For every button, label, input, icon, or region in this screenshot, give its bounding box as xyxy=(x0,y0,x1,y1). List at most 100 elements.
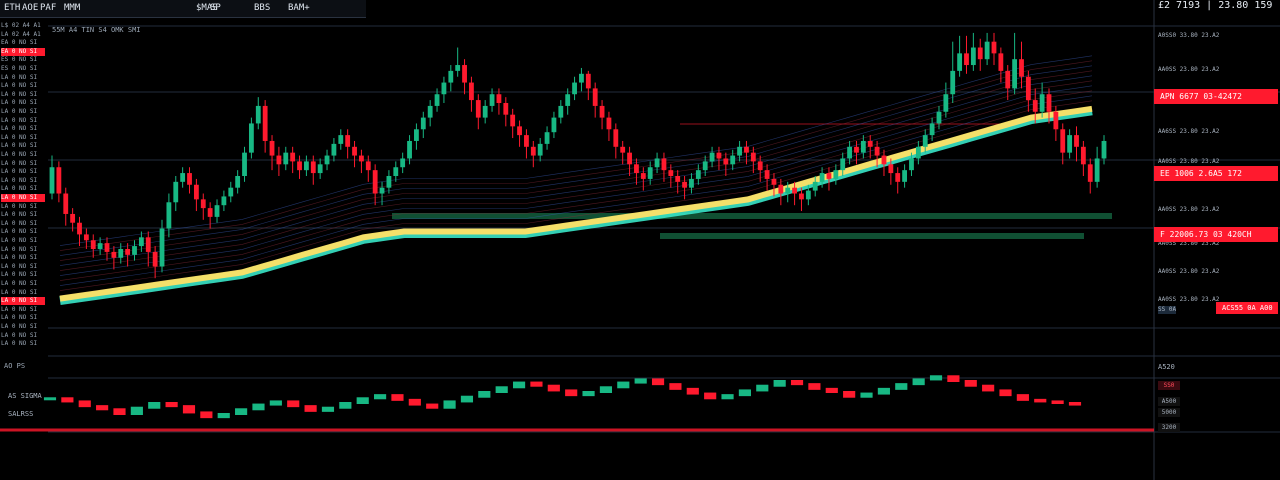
watchlist-row[interactable]: LA 0 NO SI xyxy=(1,82,38,90)
watchlist-row[interactable]: LA 0 NO SI xyxy=(1,125,38,133)
candle xyxy=(262,105,268,141)
toolbar-item[interactable]: SP xyxy=(210,3,221,13)
candle xyxy=(469,82,474,101)
candle xyxy=(854,146,859,153)
candle xyxy=(936,111,942,124)
watchlist-row[interactable]: LA 0 NO SI xyxy=(1,280,38,287)
toolbar-item[interactable]: ETH xyxy=(4,3,21,13)
candle xyxy=(56,167,62,194)
price-axis-label: AA0SS 23.80 23.A2 xyxy=(1158,296,1220,303)
candle xyxy=(805,190,811,200)
watchlist-row[interactable]: LA 0 NO SI xyxy=(1,305,38,313)
watchlist-row[interactable]: LA 0 NO SI xyxy=(1,194,45,202)
candle xyxy=(682,181,687,188)
candle xyxy=(414,129,419,141)
candle xyxy=(874,146,880,156)
watchlist-row[interactable]: LA 0 NO SI xyxy=(1,168,38,176)
watchlist-row[interactable]: LA 0 NO SI xyxy=(1,237,38,244)
watchlist-row[interactable]: LA 02 A4 A1 xyxy=(1,30,41,38)
toolbar-item[interactable]: PAF xyxy=(40,3,57,13)
candle xyxy=(970,47,976,66)
axis-small-tag: SS 0A xyxy=(1158,306,1177,314)
candle xyxy=(524,135,529,147)
watchlist-row[interactable]: LA 0 NO SI xyxy=(1,90,38,98)
price-tag: F 22006.73 03 420CH xyxy=(1154,227,1278,242)
subpanel-bar xyxy=(443,400,456,409)
watchlist-row[interactable]: LA 0 NO SI xyxy=(1,176,38,184)
watchlist-row[interactable]: ES 0 NO SI xyxy=(1,56,38,64)
watchlist-row[interactable]: LA 0 NO SI xyxy=(1,228,38,236)
subpanel-bar xyxy=(1034,398,1047,403)
candle xyxy=(592,88,598,106)
candle xyxy=(819,173,825,182)
subpanel-bar xyxy=(790,380,804,386)
candle xyxy=(737,146,742,156)
subpanel-bar xyxy=(669,383,682,390)
toolbar-item[interactable]: BBS xyxy=(254,3,271,13)
watchlist-row[interactable]: LA 0 NO SI xyxy=(1,202,38,210)
watchlist-row[interactable]: LA 0 NO SI xyxy=(1,159,38,167)
watchlist-row[interactable]: LA 0 NO SI xyxy=(1,314,38,322)
candle xyxy=(915,146,921,159)
price-axis-label: AA0SS 23.80 23.A2 xyxy=(1158,158,1220,165)
watchlist-row[interactable]: LA 0 NO SI xyxy=(1,271,38,279)
watchlist-row[interactable]: L$ 02 A4 A1 xyxy=(1,22,41,29)
watchlist-row[interactable]: LA 0 NO SI xyxy=(1,133,38,141)
candle xyxy=(365,161,371,171)
watchlist-row[interactable]: LA 0 NO SI xyxy=(1,151,38,158)
toolbar-item[interactable]: $MAS xyxy=(196,3,218,13)
candle xyxy=(888,164,894,174)
candle xyxy=(462,65,467,83)
subpanel-bar xyxy=(929,375,943,381)
subpanel-bar xyxy=(738,389,751,397)
toolbar-item[interactable]: BAM+ xyxy=(288,3,310,13)
watchlist-row[interactable]: LA 0 NO SI xyxy=(1,297,45,306)
candle xyxy=(579,73,584,83)
watchlist-row[interactable]: ES 0 NO SI xyxy=(1,65,38,72)
subpanel-bar xyxy=(860,392,873,398)
candle xyxy=(83,234,89,241)
watchlist-row[interactable]: LA 0 NO SI xyxy=(1,331,38,339)
candle xyxy=(180,173,186,182)
candle xyxy=(730,155,736,165)
watchlist-row[interactable]: LA 0 NO SI xyxy=(1,288,38,296)
candle xyxy=(207,208,213,217)
candle xyxy=(812,181,818,191)
candle xyxy=(723,158,729,165)
candle xyxy=(1012,59,1018,89)
watchlist-row[interactable]: LA 0 NO SI xyxy=(1,323,38,330)
candle xyxy=(1032,100,1038,112)
subpanel-bar xyxy=(321,406,335,412)
watchlist-row[interactable]: LA 0 NO SI xyxy=(1,254,38,262)
candle xyxy=(943,94,949,112)
candle xyxy=(324,155,330,165)
watchlist-row[interactable]: LA 0 NO SI xyxy=(1,99,38,107)
candle xyxy=(63,193,69,214)
watchlist-row[interactable]: LA 0 NO SI xyxy=(1,108,38,115)
watchlist-row[interactable]: LA 0 NO SI xyxy=(1,219,38,227)
watchlist-row[interactable]: LA 0 NO SI xyxy=(1,211,38,219)
watchlist-row[interactable]: EA 0 NO SI xyxy=(1,39,38,47)
candle xyxy=(290,152,296,162)
candle xyxy=(118,249,124,258)
toolbar-item[interactable]: MMM xyxy=(64,3,81,13)
watchlist-row[interactable]: LA 0 NO SI xyxy=(1,245,38,253)
candle xyxy=(620,146,626,153)
toolbar-item[interactable]: AOE xyxy=(22,3,39,13)
watchlist-row[interactable]: LA 0 NO SI xyxy=(1,142,38,150)
support-band xyxy=(392,213,1112,219)
watchlist-row[interactable]: LA 0 NO SI xyxy=(1,73,38,81)
candle xyxy=(909,158,914,171)
candle xyxy=(434,94,440,106)
candle xyxy=(359,155,364,162)
watchlist-row[interactable]: EA 0 NO SI xyxy=(1,47,45,56)
watchlist-row[interactable]: LA 0 NO SI xyxy=(1,262,38,270)
watchlist-row[interactable]: LA 0 NO SI xyxy=(1,340,38,348)
candle xyxy=(599,105,605,118)
candle xyxy=(984,41,990,60)
watchlist-row[interactable]: LA 0 NO SI xyxy=(1,185,38,193)
candle xyxy=(998,53,1004,71)
watchlist-row[interactable]: LA 0 NO SI xyxy=(1,116,38,124)
subpanel-bar xyxy=(374,394,387,400)
candle xyxy=(1101,140,1107,159)
